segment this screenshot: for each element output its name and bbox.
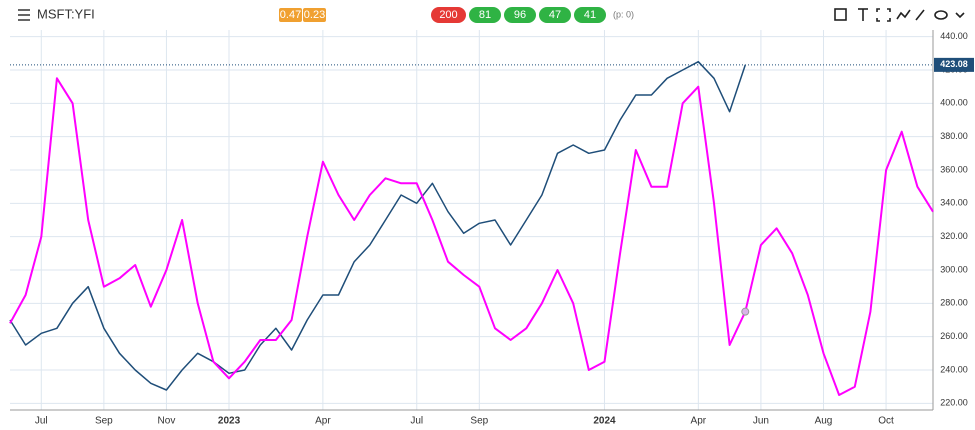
count-value: 200 xyxy=(439,9,457,21)
last-price-label: 423.08 xyxy=(940,59,968,69)
symbol: MSFT:YFI xyxy=(37,6,95,21)
count-value: 47 xyxy=(549,9,561,21)
x-tick-label: Jun xyxy=(753,416,769,427)
y-tick-label: 440.00 xyxy=(940,31,968,41)
x-tick-label: 2023 xyxy=(218,416,241,427)
x-tick-label: Nov xyxy=(158,416,176,427)
count-value: 96 xyxy=(514,9,526,21)
x-tick-label: Jul xyxy=(35,416,48,427)
x-tick-label: 2024 xyxy=(593,416,616,427)
last-price-tag xyxy=(934,57,974,72)
x-tick-label: Jul xyxy=(410,416,423,427)
x-tick-label: Sep xyxy=(470,416,488,427)
x-tick-label: Aug xyxy=(815,416,833,427)
y-tick-label: 300.00 xyxy=(940,264,968,274)
menu-icon[interactable] xyxy=(18,9,30,21)
series-line xyxy=(9,60,747,391)
count-badge xyxy=(574,7,606,23)
indicator-badge xyxy=(279,8,302,22)
indicator-badge xyxy=(303,8,326,22)
count-badge xyxy=(469,7,501,23)
y-tick-label: 360.00 xyxy=(940,164,968,174)
x-tick-label: Apr xyxy=(315,416,331,427)
y-tick-label: 340.00 xyxy=(940,198,968,208)
y-tick-label: 240.00 xyxy=(940,364,968,374)
count-badge xyxy=(431,7,466,23)
y-tick-label: 380.00 xyxy=(940,131,968,141)
x-tick-label: Sep xyxy=(95,416,113,427)
x-tick-label: Oct xyxy=(878,416,894,427)
x-tick-label: Apr xyxy=(691,416,707,427)
indicator-value: 0.23 xyxy=(304,9,325,21)
series-line xyxy=(9,77,934,396)
y-tick-label: 400.00 xyxy=(940,98,968,108)
y-tick-label: 280.00 xyxy=(940,298,968,308)
count-value: 81 xyxy=(479,9,491,21)
count-badge xyxy=(539,7,571,23)
indicator-value: 0.47 xyxy=(280,9,301,21)
toolbar-icons[interactable] xyxy=(834,8,965,22)
cursor-marker xyxy=(741,307,750,316)
y-tick-label: 260.00 xyxy=(940,331,968,341)
status: (p: 0) xyxy=(613,9,634,19)
y-tick-label: 320.00 xyxy=(940,231,968,241)
count-value: 41 xyxy=(584,9,596,21)
y-tick-label: 220.00 xyxy=(940,398,968,408)
count-badge xyxy=(504,7,536,23)
